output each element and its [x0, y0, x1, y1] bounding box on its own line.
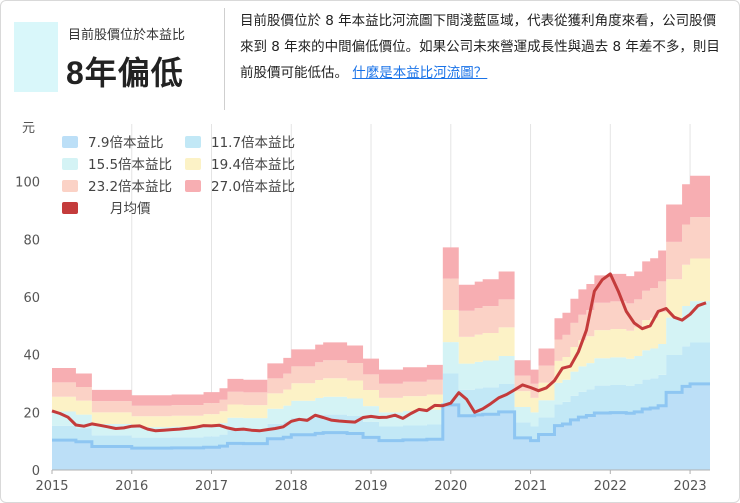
description-text: 目前股價位於 8 年本益比河流圖下間淺藍區域，代表從獲利角度來看，公司股價來到 … — [240, 13, 720, 81]
x-tick-label: 2015 — [35, 479, 68, 494]
header-divider — [224, 8, 225, 110]
band-4 — [52, 258, 710, 428]
legend-label: 月均價 — [110, 201, 151, 217]
legend-label: 11.7倍本益比 — [211, 135, 295, 151]
legend-swatch — [62, 180, 78, 192]
legend-label: 19.4倍本益比 — [211, 157, 295, 173]
band-3 — [52, 301, 710, 438]
valuation-header: 目前股價位於本益比 8年偏低 目前股價位於 8 年本益比河流圖下間淺藍區域，代表… — [12, 8, 732, 110]
x-tick-label: 2022 — [594, 479, 627, 494]
legend-swatch — [62, 136, 78, 148]
y-tick-label: 60 — [23, 291, 40, 306]
x-tick-label: 2023 — [674, 479, 707, 494]
legend-swatch — [185, 180, 201, 192]
y-tick-label: 40 — [23, 349, 40, 364]
band-2 — [52, 342, 710, 449]
description: 目前股價位於 8 年本益比河流圖下間淺藍區域，代表從獲利角度來看，公司股價來到 … — [240, 8, 728, 86]
legend-label: 7.9倍本益比 — [88, 135, 163, 151]
band-6 — [52, 175, 710, 406]
legend-swatch — [62, 202, 78, 214]
legend-swatch — [185, 136, 201, 148]
status-value: 8年偏低 — [66, 55, 184, 91]
x-tick-label: 2020 — [434, 479, 467, 494]
x-tick-label: 2017 — [195, 479, 228, 494]
pe-river-chart: 0 20 40 60 80 100 元 2015 2016 2017 2018 2019 2020 202… — [15, 121, 710, 494]
y-tick-label: 80 — [23, 233, 40, 248]
x-tick-label: 2018 — [275, 479, 308, 494]
price-line — [51, 272, 707, 433]
y-tick-label: 0 — [32, 464, 40, 479]
status-color-swatch — [14, 22, 58, 92]
status-caption: 目前股價位於本益比 — [68, 28, 186, 43]
x-tick-label: 2021 — [514, 479, 547, 494]
pe-river-help-link[interactable]: 什麼是本益比河流圖？ — [352, 65, 488, 81]
y-unit-label: 元 — [22, 121, 35, 136]
legend-label: 27.0倍本益比 — [211, 179, 295, 195]
legend-swatch — [62, 158, 78, 170]
x-tick-label: 2016 — [115, 479, 148, 494]
x-tick-label: 2019 — [354, 479, 387, 494]
y-tick-label: 20 — [23, 406, 40, 421]
legend-swatch — [185, 158, 201, 170]
band-5 — [52, 217, 710, 417]
legend-label: 15.5倍本益比 — [88, 157, 172, 173]
band-1-edge — [52, 382, 710, 450]
legend-label: 23.2倍本益比 — [88, 179, 172, 195]
y-tick-label: 100 — [15, 176, 40, 191]
